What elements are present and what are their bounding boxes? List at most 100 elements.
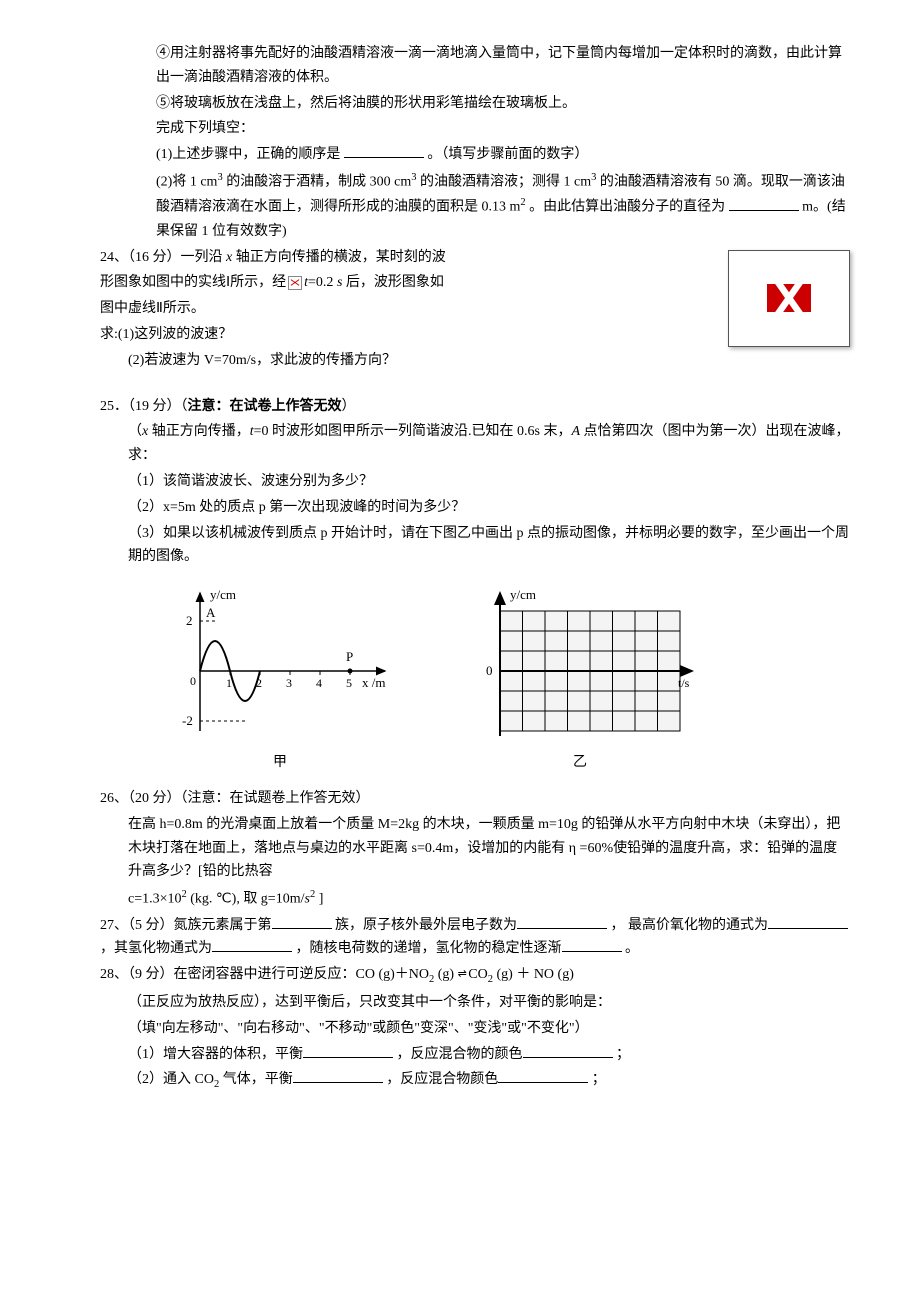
- q25-a: （: [128, 424, 142, 439]
- fig1-xlabel: x /m: [362, 675, 385, 690]
- q28-sub2: 2: [488, 974, 493, 985]
- q28-sub2: （2）通入 CO2 气体，平衡 ，反应混合物颜色 ；: [100, 1068, 850, 1094]
- q28-d: (g) ＋ NO (g): [497, 967, 574, 982]
- q28-h: ，反应混合物的颜色: [397, 1047, 523, 1062]
- sub-q2: (2)将 1 cm3 的油酸溶于酒精，制成 300 cm3 的油酸酒精溶液；测得…: [100, 169, 850, 244]
- q24-b: 轴正方向传播的横波，某时刻的波: [232, 250, 446, 265]
- figure-jia: y/cm 2 -2 0 A P 1 2 3 4 5 x /m 甲: [160, 581, 400, 775]
- q28-l: ，反应混合物颜色: [386, 1072, 498, 1087]
- fig2-caption: 乙: [573, 751, 587, 775]
- q26-head: 26、（20 分）（注意：在试题卷上作答无效）: [100, 787, 850, 811]
- fig1-ypos: 2: [186, 613, 193, 628]
- q25-note: 注意：在试卷上作答无效: [188, 399, 342, 414]
- q25-body: （x 轴正方向传播，t=0 时波形如图甲所示一列简谐波沿.已知在 0.6s 末，…: [100, 420, 850, 468]
- sup-3-1: 3: [217, 172, 222, 183]
- q28-sub1: （1）增大容器的体积，平衡 ，反应混合物的颜色 ；: [100, 1043, 850, 1067]
- q27-a: 27、（5 分）氮族元素属于第: [100, 918, 272, 933]
- q28-a: 28、（9 分）在密闭容器中进行可逆反应：CO (g)＋NO: [100, 967, 429, 982]
- fig1-A: A: [206, 605, 216, 620]
- blank-hydride[interactable]: [212, 937, 292, 952]
- q28-sub3: 2: [214, 1079, 219, 1090]
- blank-order[interactable]: [344, 143, 424, 158]
- q2-a: (2)将 1 cm: [156, 175, 217, 190]
- fig1-ylabel: y/cm: [210, 587, 236, 602]
- blank-shift2[interactable]: [293, 1068, 383, 1083]
- q24-ask2: (2)若波速为 V=70m/s，求此波的传播方向？: [100, 349, 850, 373]
- q24-d: =0.2: [308, 275, 337, 290]
- fig1-P: P: [346, 649, 353, 664]
- blank-diameter[interactable]: [729, 196, 799, 211]
- fig1-yneg: -2: [182, 713, 193, 728]
- q25-h1: 25．（19 分）（: [100, 399, 188, 414]
- wave-image-placeholder: [728, 250, 850, 347]
- q28-line3: （填"向左移动"、"向右移动"、"不移动"或颜色"变深"、"变浅"或"不变化"）: [100, 1017, 850, 1041]
- q26-exp: 2: [182, 889, 187, 900]
- q28-j: （2）通入 CO: [128, 1072, 214, 1087]
- q28-line2: （正反应为放热反应），达到平衡后，只改变其中一个条件，对平衡的影响是：: [100, 991, 850, 1015]
- blank-group[interactable]: [272, 914, 332, 929]
- grid-plot-yi: y/cm 0 t/s: [460, 581, 700, 751]
- q28-g: （1）增大容器的体积，平衡: [128, 1047, 303, 1062]
- inline-x-icon: [288, 276, 302, 290]
- q24-e: 后，波形图象如: [342, 275, 444, 290]
- q26-e: ]: [319, 892, 324, 907]
- fig1-x2: 2: [256, 676, 262, 690]
- figure-row: y/cm 2 -2 0 A P 1 2 3 4 5 x /m 甲: [160, 581, 850, 775]
- sup-2-1: 2: [520, 197, 525, 208]
- fig1-origin: 0: [190, 674, 196, 688]
- sup-3-2: 3: [411, 172, 416, 183]
- q28-i: ；: [616, 1047, 630, 1062]
- broken-image-icon: [767, 284, 811, 312]
- step-5-text: ⑤将玻璃板放在浅盘上，然后将油膜的形状用彩笔描绘在玻璃板上。: [100, 92, 850, 116]
- q2-b: 的油酸溶于酒精，制成 300 cm: [226, 175, 411, 190]
- q26-formula: c=1.3×102 (kg. ℃), 取 g=10m/s2 ]: [100, 886, 850, 911]
- blank-color1[interactable]: [523, 1043, 613, 1058]
- blank-stability[interactable]: [562, 937, 622, 952]
- q2-e: 。由此估算出油酸分子的直径为: [529, 200, 725, 215]
- q28-k: 气体，平衡: [223, 1072, 293, 1087]
- q26-d: (kg. ℃), 取 g=10m/: [190, 892, 304, 907]
- fig1-caption: 甲: [273, 751, 287, 775]
- q25-sub3: （3）如果以该机械波传到质点 p 开始计时，请在下图乙中画出 p 点的振动图像，…: [100, 522, 850, 570]
- blank-electrons[interactable]: [517, 914, 607, 929]
- reversible-arrow-icon: ⇌: [458, 972, 465, 978]
- fill-intro: 完成下列填空：: [100, 117, 850, 141]
- q25-head: 25．（19 分）（注意：在试卷上作答无效）: [100, 395, 850, 419]
- q26-sexp: 2: [310, 889, 315, 900]
- q24-c: 形图象如图中的实线Ⅰ所示，经: [100, 275, 286, 290]
- blank-color2[interactable]: [498, 1068, 588, 1083]
- fig2-ylabel: y/cm: [510, 587, 536, 602]
- sub-q1: (1)上述步骤中，正确的顺序是 。（填写步骤前面的数字）: [100, 143, 850, 167]
- figure-yi: y/cm 0 t/s 乙: [460, 581, 700, 775]
- q27-b: 族，原子核外最外层电子数为: [335, 918, 517, 933]
- q27-d: ，其氢化物通式为: [100, 941, 212, 956]
- blank-shift1[interactable]: [303, 1043, 393, 1058]
- q25-c: =0 时波形如图甲所示一列简谐波沿.已知在 0.6s 末，: [254, 424, 572, 439]
- q26-body: 在高 h=0.8m 的光滑桌面上放着一个质量 M=2kg 的木块，一颗质量 m=…: [100, 813, 850, 884]
- q1-b: 。（填写步骤前面的数字）: [427, 147, 588, 162]
- wave-plot-jia: y/cm 2 -2 0 A P 1 2 3 4 5 x /m: [160, 581, 400, 751]
- q28-b: (g): [438, 967, 458, 982]
- q27-e: ，随核电荷数的递增，氢化物的稳定性逐渐: [296, 941, 562, 956]
- q28-c: CO: [468, 967, 487, 982]
- q27-f: 。: [625, 941, 639, 956]
- q28-line1: 28、（9 分）在密闭容器中进行可逆反应：CO (g)＋NO2 (g) ⇌ CO…: [100, 963, 850, 989]
- q26-c: c=1.3×10: [128, 892, 182, 907]
- q24-a: 24、（16 分）一列沿: [100, 250, 226, 265]
- q25-b: 轴正方向传播，: [148, 424, 250, 439]
- blank-oxide[interactable]: [768, 914, 848, 929]
- fig1-x4: 4: [316, 676, 322, 690]
- fig1-x1: 1: [226, 676, 232, 690]
- fig2-origin: 0: [486, 663, 493, 678]
- step-4-text: ④用注射器将事先配好的油酸酒精溶液一滴一滴地滴入量筒中，记下量筒内每增加一定体积…: [100, 42, 850, 90]
- fig1-x3: 3: [286, 676, 292, 690]
- sup-3-3: 3: [591, 172, 596, 183]
- fig2-xlabel: t/s: [678, 676, 690, 690]
- q27-c: ， 最高价氧化物的通式为: [611, 918, 769, 933]
- q25-h2: ）: [342, 399, 356, 414]
- q25-sub2: （2）x=5m 处的质点 p 第一次出现波峰的时间为多少？: [100, 496, 850, 520]
- q28-sub1: 2: [429, 974, 434, 985]
- fig1-x5: 5: [346, 676, 352, 690]
- q1-a: (1)上述步骤中，正确的顺序是: [156, 147, 340, 162]
- q25-sub1: （1）该简谐波波长、波速分别为多少？: [100, 470, 850, 494]
